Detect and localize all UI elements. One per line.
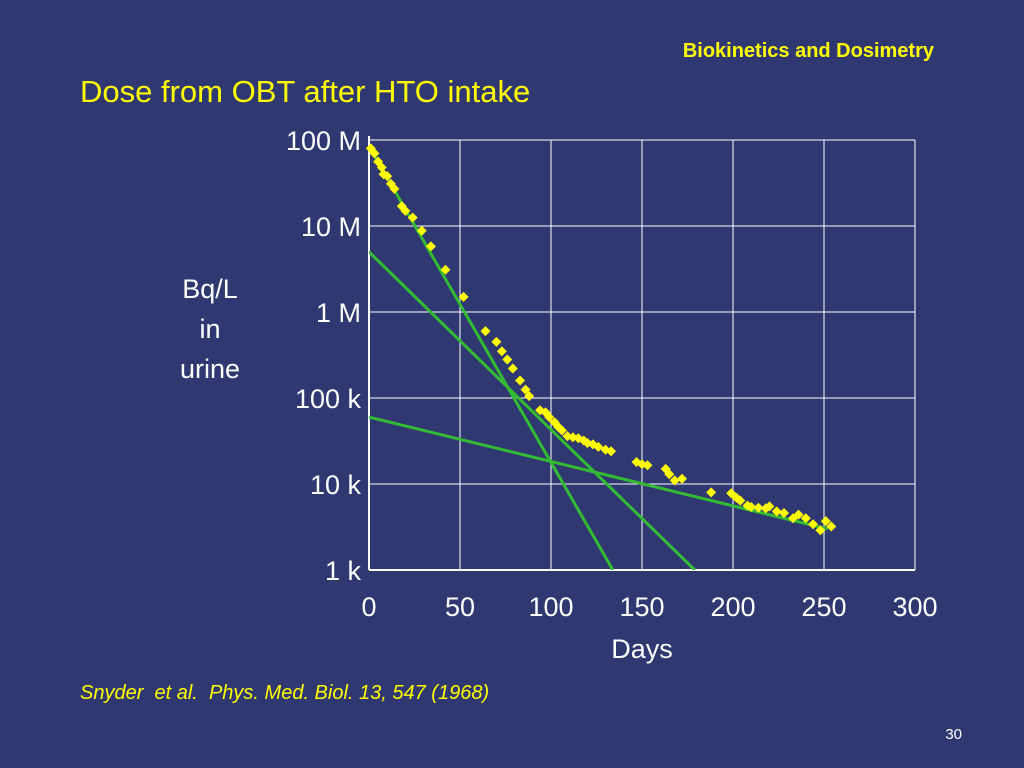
y-axis-label: in [199, 314, 220, 344]
slide-title: Dose from OBT after HTO intake [80, 74, 531, 109]
y-tick-label: 1 M [316, 298, 361, 328]
data-point [507, 363, 518, 374]
data-point [669, 475, 680, 486]
grid [368, 139, 916, 571]
data-point [524, 391, 535, 402]
x-axis-label: Days [611, 634, 673, 664]
data-point [735, 495, 746, 506]
x-tick-label: 100 [528, 592, 573, 622]
data-point [369, 148, 380, 159]
data-point [771, 506, 782, 517]
data-point [458, 291, 469, 302]
data-point [606, 446, 617, 457]
data-point [496, 346, 507, 357]
data-point [677, 473, 688, 484]
data-point [520, 384, 531, 395]
y-axis-label: urine [180, 354, 240, 384]
header-title: Biokinetics and Dosimetry [682, 40, 934, 62]
data-point [440, 264, 451, 275]
y-tick-label: 10 M [301, 212, 361, 242]
data-point [593, 441, 604, 452]
data-point [826, 521, 837, 532]
citation: Snyder et al. Phys. Med. Biol. 13, 547 (… [80, 682, 490, 704]
data-point [815, 525, 826, 536]
axes [368, 136, 915, 571]
data-point [726, 488, 737, 499]
data-point [664, 469, 675, 480]
axis-labels: 0 50 100 150 200 250 300 1 k 10 k 100 k 1 M 10 M 100… [180, 126, 938, 664]
data-points [365, 143, 837, 536]
x-tick-label: 300 [892, 592, 937, 622]
y-tick-label: 10 k [310, 470, 362, 500]
data-point [800, 513, 811, 524]
data-point [491, 336, 502, 347]
data-point [416, 225, 427, 236]
data-point [808, 519, 819, 530]
x-tick-label: 200 [710, 592, 755, 622]
data-point [642, 460, 653, 471]
data-point [502, 354, 513, 365]
x-tick-label: 0 [361, 592, 376, 622]
data-point [389, 183, 400, 194]
data-point [753, 502, 764, 513]
y-tick-label: 1 k [325, 556, 362, 586]
data-point [400, 205, 411, 216]
x-tick-label: 50 [445, 592, 475, 622]
data-point [407, 212, 418, 223]
y-axis-label: Bq/L [182, 274, 238, 304]
data-point [746, 502, 757, 513]
page-number: 30 [945, 726, 962, 743]
x-tick-label: 250 [801, 592, 846, 622]
fit-line [369, 250, 696, 570]
data-point [544, 412, 555, 423]
data-point [793, 509, 804, 520]
y-tick-label: 100 k [295, 384, 362, 414]
data-point [556, 425, 567, 436]
data-point [382, 171, 393, 182]
data-point [778, 508, 789, 519]
y-tick-label: 100 M [286, 126, 361, 156]
data-point [706, 487, 717, 498]
x-tick-label: 150 [619, 592, 664, 622]
data-point [820, 516, 831, 527]
data-point [480, 326, 491, 337]
data-point [425, 241, 436, 252]
data-point [515, 375, 526, 386]
data-point [764, 501, 775, 512]
